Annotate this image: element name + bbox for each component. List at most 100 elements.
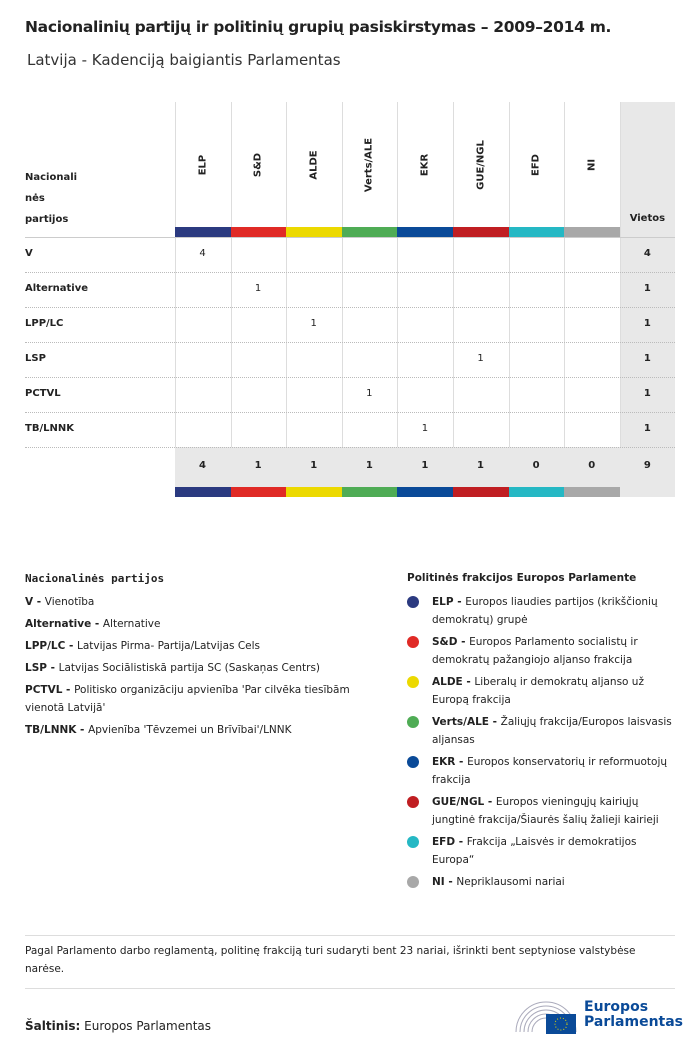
group-abbr: EFD - [432, 836, 467, 848]
national-party-item: LSP - Latvijas Sociālistiskā partija SC … [25, 659, 385, 677]
ep-logo: Europos Parlamentas [514, 998, 683, 1038]
column-divider [175, 102, 176, 447]
group-abbr: GUE/NGL - [432, 796, 496, 808]
group-color-bar [175, 227, 231, 237]
group-color-bar [286, 227, 342, 237]
row-total: 1 [643, 283, 651, 294]
row-label: LPP/LC [25, 318, 64, 329]
group-color-dot-icon [407, 756, 419, 768]
divider [25, 988, 675, 989]
national-party-item: Alternative - Alternative [25, 615, 385, 633]
column-total: 1 [477, 460, 484, 471]
source-value: Europos Parlamentas [84, 1019, 212, 1033]
group-name: Europos vieningųjų kairiųjų jungtinė fra… [432, 796, 659, 826]
row-separator [25, 447, 675, 448]
row-label: Alternative [25, 283, 89, 294]
column-total: 0 [532, 460, 540, 471]
party-abbr: Alternative - [25, 618, 103, 630]
group-abbr: ALDE - [432, 676, 475, 688]
column-header-guengl: GUE/NGL [453, 115, 508, 215]
total-header: Vietos [629, 213, 666, 224]
row-separator [25, 272, 675, 273]
group-color-bar [341, 227, 398, 237]
group-name: Žaliųjų frakcija/Europos laisvasis aljan… [432, 716, 672, 746]
group-name: Frakcija „Laisvės ir demokratijos Europa… [432, 836, 637, 866]
group-abbr: ELP - [432, 596, 466, 608]
column-divider [453, 102, 454, 447]
seat-value: 1 [477, 353, 484, 364]
group-color-dot-icon [407, 796, 419, 808]
group-color-bar [286, 487, 342, 497]
grand-total: 9 [643, 460, 651, 471]
group-name: Liberalų ir demokratų aljanso už Europą … [432, 676, 644, 706]
column-header-ni: NI [564, 115, 619, 215]
parliament-hemicycle-icon [515, 1001, 577, 1034]
group-color-dot-icon [407, 636, 419, 648]
group-abbr: Verts/ALE - [432, 716, 501, 728]
group-color-dot-icon [407, 676, 419, 688]
column-header-elp: ELP [175, 115, 230, 215]
column-header-efd: EFD [509, 115, 564, 215]
row-label: LSP [25, 353, 46, 364]
group-item: NI - Nepriklausomi nariai [407, 873, 675, 891]
column-label: ALDE [308, 150, 320, 180]
seat-value: 1 [254, 283, 262, 294]
national-party-item: LPP/LC - Latvijas Pirma- Partija/Latvija… [25, 637, 385, 655]
column-header-sd: S&D [231, 115, 286, 215]
group-color-bar [453, 487, 509, 497]
column-total: 1 [365, 460, 373, 471]
group-color-bar [175, 487, 231, 497]
national-legend-title: Nacionalinės partijos [25, 572, 165, 585]
row-total: 4 [643, 248, 651, 259]
source-label: Šaltinis: [25, 1019, 81, 1033]
party-name: Latvijas Sociālistiskā partija SC (Saska… [58, 662, 321, 674]
national-party-item: V - Vienotība [25, 593, 385, 611]
column-header-ekr: EKR [397, 115, 452, 215]
party-abbr: LPP/LC - [25, 640, 77, 652]
row-label: V [25, 248, 33, 259]
group-color-bar [230, 227, 287, 237]
group-color-bar [397, 487, 453, 497]
total-column-bg [619, 102, 675, 497]
seat-value: 1 [366, 388, 373, 399]
group-item: EKR - Europos konservatorių ir reformuot… [407, 753, 675, 789]
column-label: NI [586, 158, 598, 172]
party-abbr: LSP - [25, 662, 59, 674]
column-divider [230, 102, 232, 447]
column-total: 1 [421, 460, 429, 471]
column-divider [508, 102, 510, 447]
party-abbr: PCTVL - [25, 684, 75, 696]
row-separator [25, 377, 675, 378]
group-color-bar [341, 487, 398, 497]
group-item: S&D - Europos Parlamento socialistų ir d… [407, 633, 675, 669]
group-abbr: EKR - [432, 756, 468, 768]
column-total: 1 [310, 460, 318, 471]
group-item: EFD - Frakcija „Laisvės ir demokratijos … [407, 833, 675, 869]
national-parties-legend: Nacionalinės partijos V - Vienotība Alter… [25, 572, 385, 743]
column-label: Verts/ALE [363, 137, 375, 193]
column-header-alde: ALDE [286, 115, 341, 215]
national-party-item: PCTVL - Politisko organizāciju apvienība… [25, 681, 385, 717]
divider [25, 935, 675, 936]
group-color-bar [397, 227, 453, 237]
group-name: Europos liaudies partijos (krikščionių d… [432, 596, 658, 626]
group-color-dot-icon [407, 836, 419, 848]
group-name: Europos Parlamento socialistų ir demokra… [432, 636, 638, 666]
groups-legend-title: Politinės frakcijos Europos Parlamente [407, 572, 637, 584]
footnote: Pagal Parlamento darbo reglamentą, polit… [25, 945, 636, 975]
column-label: S&D [252, 152, 264, 178]
row-total: 1 [643, 423, 651, 434]
seat-value: 1 [310, 318, 317, 329]
seat-value: 1 [421, 423, 429, 434]
national-party-item: TB/LNNK - Apvienība 'Tēvzemei un Brīvība… [25, 721, 385, 739]
group-name: Nepriklausomi nariai [456, 876, 565, 888]
group-item: GUE/NGL - Europos vieningųjų kairiųjų ju… [407, 793, 675, 829]
party-name: Politisko organizāciju apvienība 'Par ci… [25, 684, 350, 714]
party-abbr: V - [25, 596, 45, 608]
group-color-bar [564, 487, 620, 497]
row-total: 1 [643, 353, 651, 364]
row-separator [25, 412, 675, 413]
group-color-bar [564, 227, 620, 237]
column-total: 0 [588, 460, 596, 471]
